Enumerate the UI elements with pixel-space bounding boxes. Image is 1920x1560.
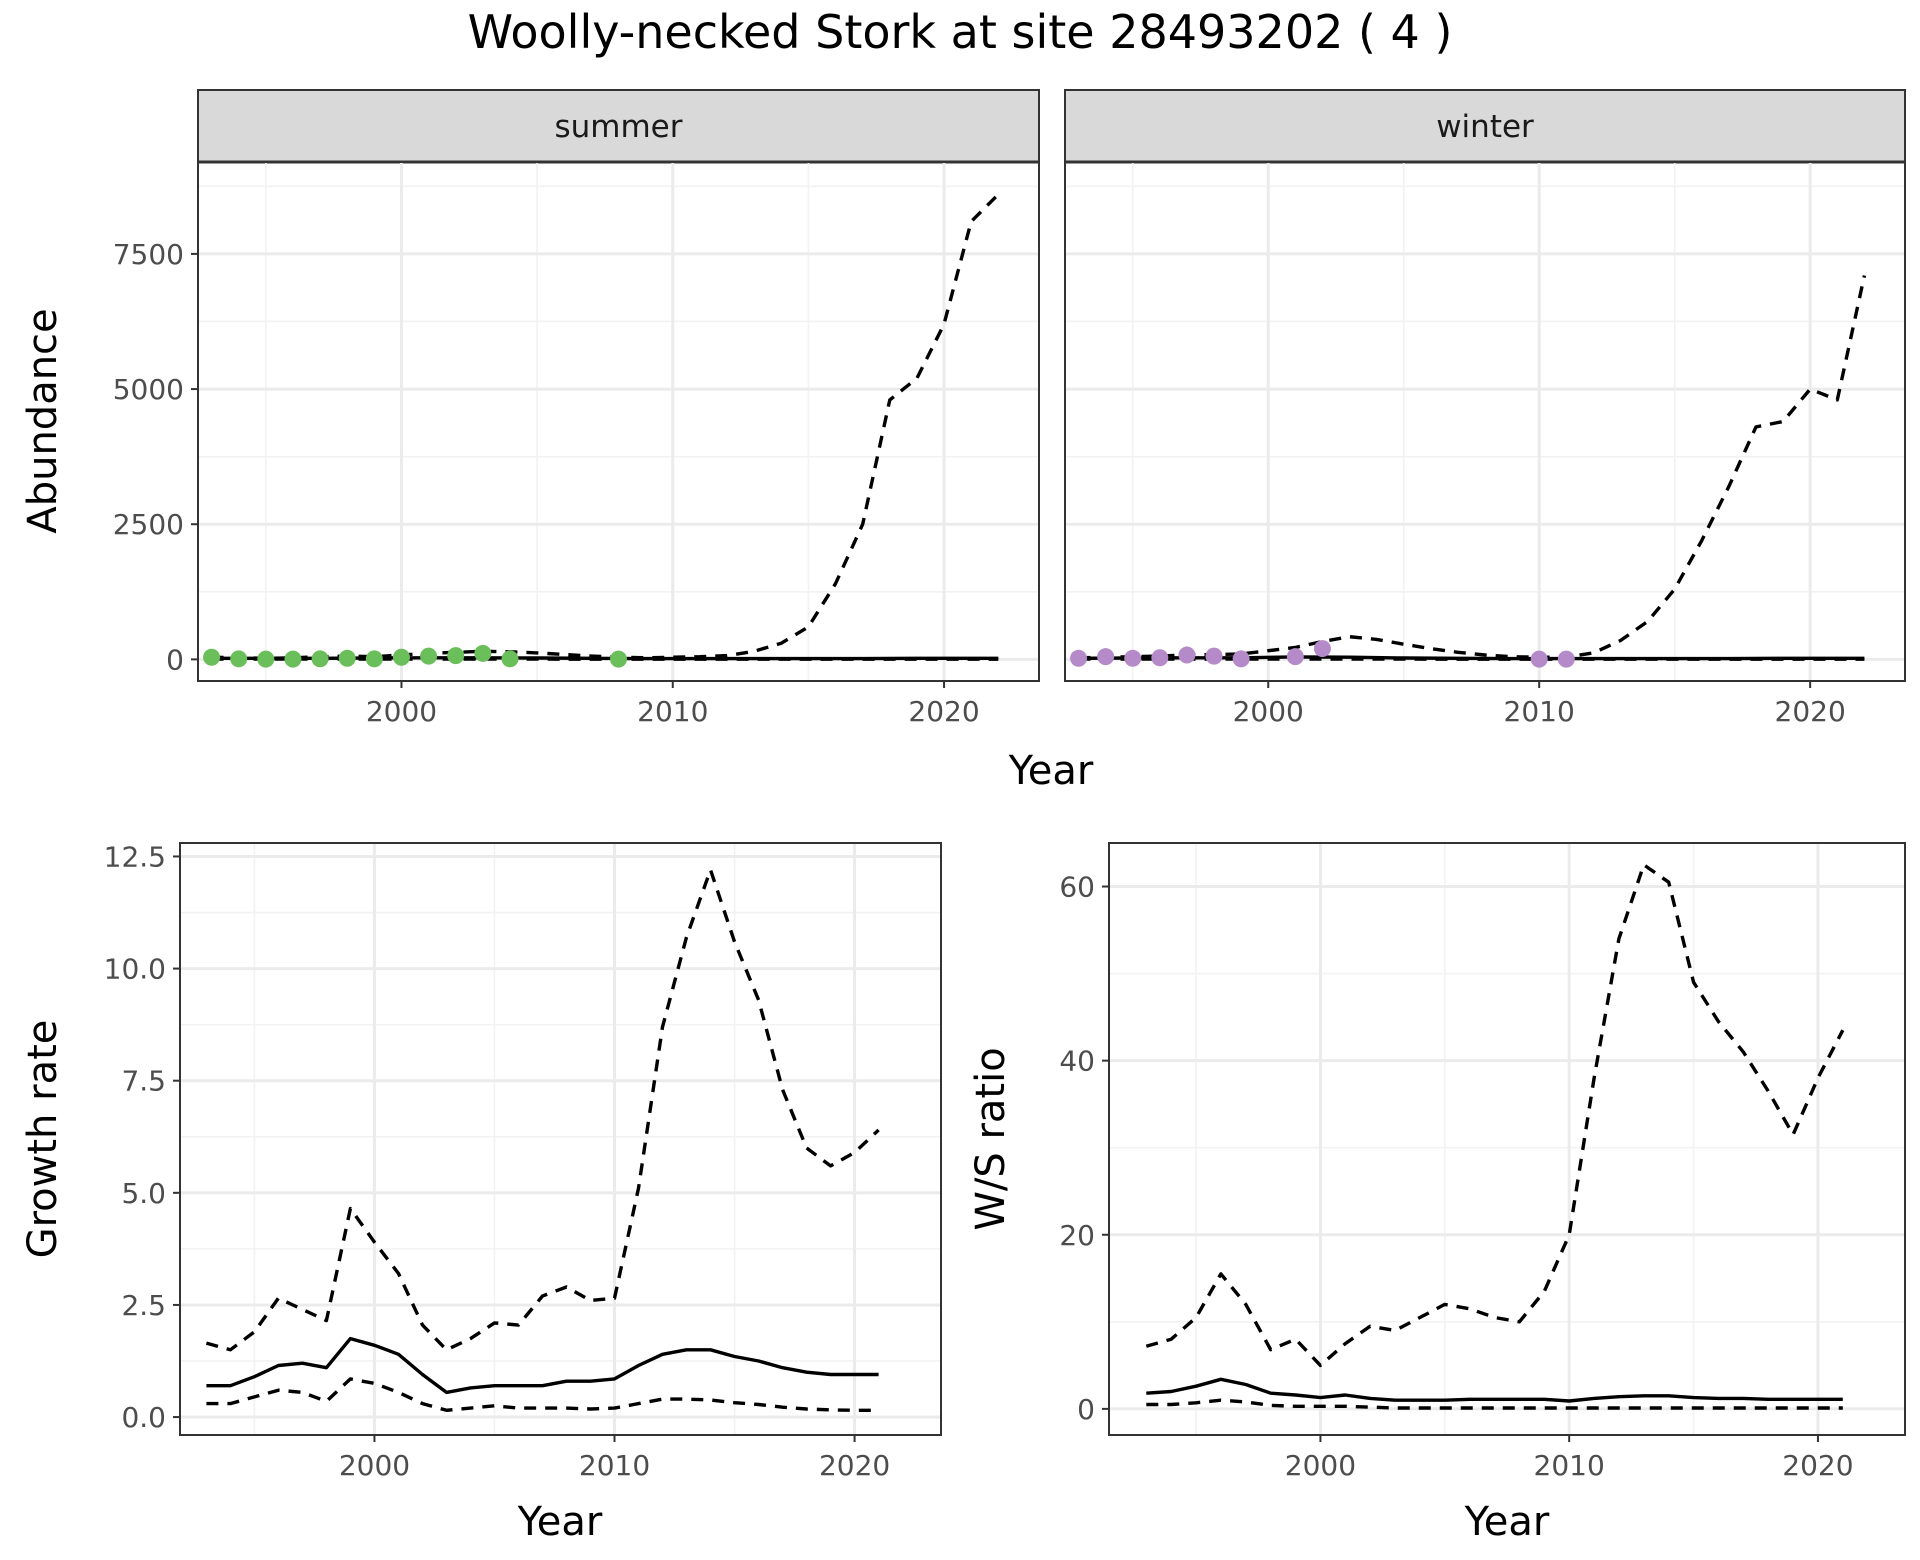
growth-rate-y-tick-label: 0.0 <box>121 1401 166 1434</box>
chart-title: Woolly-necked Stork at site 28493202 ( 4… <box>468 5 1453 59</box>
growth-rate-y-tick-label: 10.0 <box>104 953 166 986</box>
growth-rate-lower-line <box>206 1377 879 1413</box>
abundance-summer-x-tick-label: 2000 <box>366 695 437 728</box>
growth-rate-panel-border <box>179 842 942 1436</box>
abundance-summer-x-tick-label: 2020 <box>908 695 979 728</box>
abundance-winter-observed-point <box>1286 648 1304 666</box>
abundance-summer-observed-point <box>501 650 519 668</box>
abundance-y-tick-label: 5000 <box>113 373 184 406</box>
abundance-summer-panel-border <box>197 161 1040 682</box>
growth-rate-panel: 2000 2010 2020 0.0 2.5 5.0 7.5 10.0 12.5 Year Grow… <box>20 840 942 1545</box>
abundance-summer-estimate-line <box>211 656 999 661</box>
ws-ratio-x-tick-label: 2000 <box>1285 1449 1356 1482</box>
ws-ratio-y-tick-label: 40 <box>1059 1045 1095 1078</box>
facet-panel-winter: winter 2000 2010 2020 <box>1064 89 1906 728</box>
growth-rate-series <box>205 868 880 1413</box>
ws-ratio-x-axis-title: Year <box>1464 1499 1550 1545</box>
abundance-winter-x-tick-label: 2010 <box>1504 695 1575 728</box>
ws-ratio-series <box>1145 863 1845 1410</box>
abundance-summer-observed-point <box>338 649 356 667</box>
growth-rate-y-tick-label: 12.5 <box>104 840 166 873</box>
abundance-y-tick-label: 0 <box>166 643 184 676</box>
ws-ratio-y-tick-label: 60 <box>1059 871 1095 904</box>
abundance-winter-estimate-line <box>1078 655 1865 661</box>
abundance-winter-observed-point <box>1151 649 1169 667</box>
abundance-y-tick-label: 2500 <box>113 508 184 541</box>
ws-ratio-lower-line <box>1146 1398 1843 1410</box>
abundance-winter-observed-point <box>1178 646 1196 664</box>
abundance-winter-observed-point <box>1313 640 1331 658</box>
growth-rate-y-axis-title: Growth rate <box>20 1020 66 1259</box>
ws-ratio-y-axis-title: W/S ratio <box>968 1047 1014 1230</box>
ws-ratio-y-tick-label: 20 <box>1059 1219 1095 1252</box>
abundance-summer-observed-point <box>447 647 465 665</box>
growth-rate-y-tick-label: 2.5 <box>121 1289 166 1322</box>
abundance-summer-observed-point <box>420 647 438 665</box>
facet-strip-winter <box>1064 89 1906 163</box>
ws-ratio-x-tick-label: 2020 <box>1782 1449 1853 1482</box>
growth-rate-x-tick-label: 2020 <box>819 1449 890 1482</box>
abundance-summer-observed-point <box>610 650 627 668</box>
growth-rate-upper-line <box>205 868 880 1352</box>
growth-rate-x-tick-label: 2000 <box>339 1449 410 1482</box>
abundance-x-axis-title: Year <box>1008 748 1094 794</box>
ws-ratio-y-tick-label: 0 <box>1077 1393 1095 1426</box>
abundance-summer-observed-point <box>474 644 492 662</box>
ws-ratio-x-tick-label: 2010 <box>1534 1449 1605 1482</box>
abundance-summer-observed-point <box>257 650 275 668</box>
ws-ratio-upper-line <box>1145 863 1845 1368</box>
abundance-summer-observed-point <box>365 650 383 668</box>
ws-ratio-estimate-line <box>1146 1377 1843 1403</box>
growth-rate-x-tick-label: 2010 <box>579 1449 650 1482</box>
growth-rate-x-axis-title: Year <box>517 1499 603 1545</box>
abundance-summer-observed-point <box>284 650 302 668</box>
abundance-summer-observed-point <box>311 650 329 668</box>
facet-strip-label-summer: summer <box>554 109 682 145</box>
abundance-y-tick-label: 7500 <box>113 238 184 271</box>
abundance-winter-series <box>1070 275 1867 668</box>
abundance-y-axis-title: Abundance <box>20 308 66 533</box>
facet-strip-label-winter: winter <box>1436 109 1534 145</box>
abundance-winter-observed-point <box>1557 650 1575 668</box>
abundance-winter-panel-border <box>1064 161 1906 682</box>
abundance-winter-x-tick-label: 2000 <box>1233 695 1304 728</box>
abundance-summer-observed-point <box>203 648 221 666</box>
abundance-winter-x-tick-label: 2020 <box>1775 695 1846 728</box>
growth-rate-y-tick-label: 7.5 <box>121 1065 166 1098</box>
abundance-summer-observed-point <box>392 648 410 666</box>
ws-ratio-panel: 2000 2010 2020 0 20 40 60 Year W/S ratio <box>968 842 1906 1545</box>
facet-panel-summer: summer 2000 2010 2020 0 2500 5000 7500 <box>113 89 1040 728</box>
ws-ratio-panel-border <box>1108 842 1906 1436</box>
facet-strip-summer <box>197 89 1040 163</box>
abundance-winter-observed-point <box>1070 649 1088 667</box>
abundance-winter-observed-point <box>1205 647 1223 665</box>
abundance-winter-observed-point <box>1097 648 1115 666</box>
growth-rate-y-tick-label: 5.0 <box>121 1177 166 1210</box>
abundance-summer-x-tick-label: 2010 <box>637 695 708 728</box>
abundance-summer-series <box>203 193 1000 668</box>
abundance-winter-observed-point <box>1232 650 1250 668</box>
abundance-winter-observed-point <box>1124 649 1142 667</box>
abundance-winter-observed-point <box>1530 650 1548 668</box>
abundance-summer-observed-point <box>230 650 248 668</box>
growth-rate-estimate-line <box>206 1336 879 1395</box>
